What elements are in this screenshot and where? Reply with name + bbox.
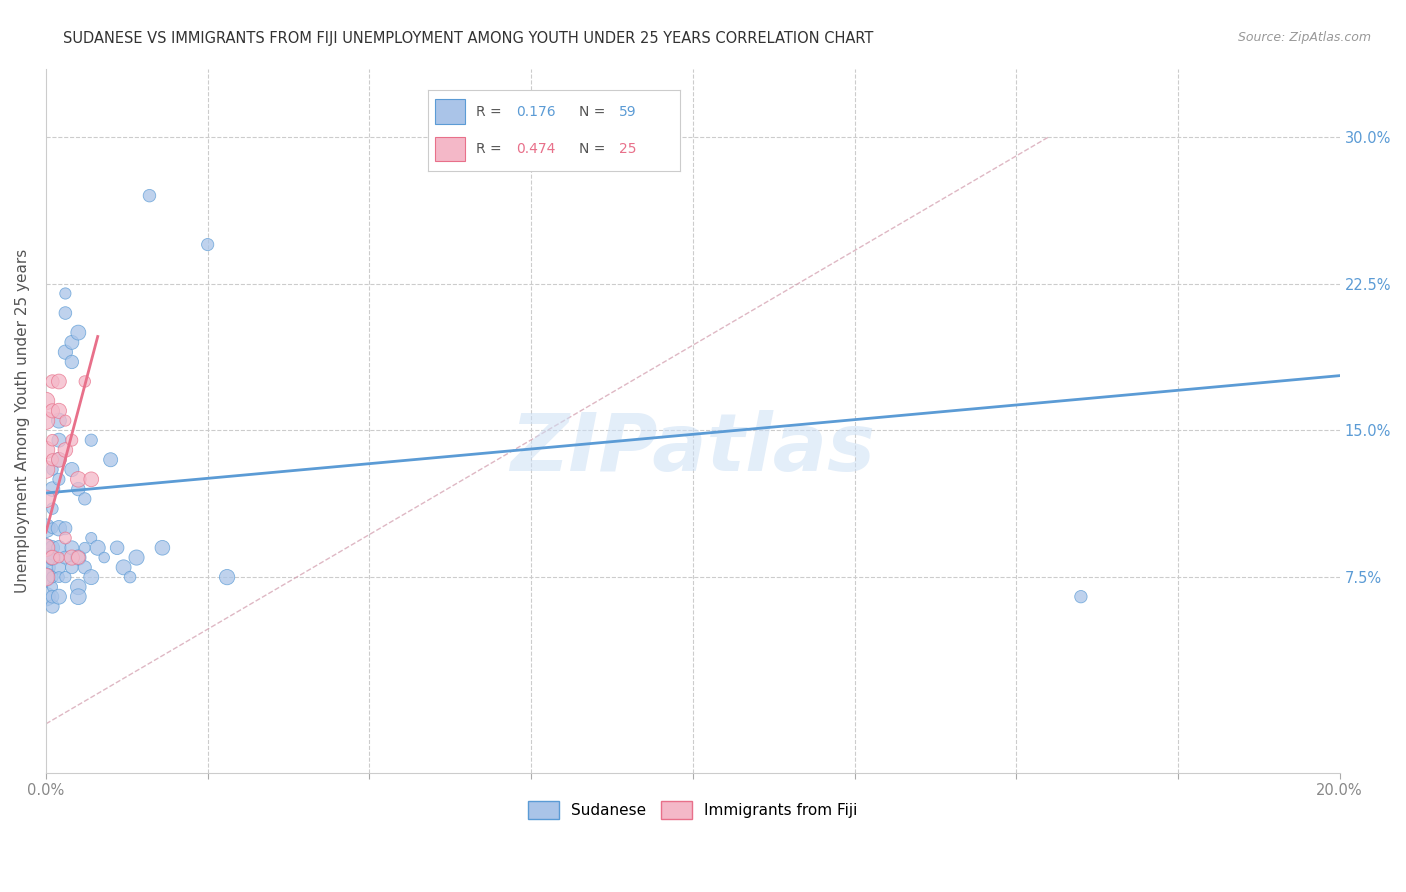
Point — [53, 306, 76, 320]
Text: ZIPatlas: ZIPatlas — [510, 409, 876, 488]
Point — [41, 433, 63, 447]
Point — [67, 472, 90, 486]
Text: Source: ZipAtlas.com: Source: ZipAtlas.com — [1237, 31, 1371, 45]
Point — [35, 560, 58, 574]
Point — [48, 560, 70, 574]
Point — [35, 541, 58, 555]
Point — [73, 560, 96, 574]
Point — [125, 550, 148, 565]
Point — [41, 452, 63, 467]
Point — [41, 580, 63, 594]
Point — [35, 541, 58, 555]
Point — [67, 550, 90, 565]
Point — [67, 580, 90, 594]
Point — [53, 531, 76, 545]
Y-axis label: Unemployment Among Youth under 25 years: Unemployment Among Youth under 25 years — [15, 249, 30, 593]
Point — [105, 541, 128, 555]
Point — [41, 550, 63, 565]
Point — [152, 541, 174, 555]
Point — [48, 414, 70, 428]
Point — [1070, 590, 1092, 604]
Point — [73, 491, 96, 506]
Point — [80, 472, 103, 486]
Point — [197, 237, 219, 252]
Point — [67, 590, 90, 604]
Point — [41, 482, 63, 496]
Point — [35, 521, 58, 535]
Point — [35, 442, 58, 457]
Point — [80, 433, 103, 447]
Point — [41, 599, 63, 614]
Point — [41, 550, 63, 565]
Point — [41, 590, 63, 604]
Point — [41, 501, 63, 516]
Point — [41, 541, 63, 555]
Point — [60, 541, 83, 555]
Point — [60, 355, 83, 369]
Point — [53, 550, 76, 565]
Point — [67, 550, 90, 565]
Point — [35, 590, 58, 604]
Point — [35, 570, 58, 584]
Point — [41, 521, 63, 535]
Point — [41, 404, 63, 418]
Point — [48, 375, 70, 389]
Point — [35, 462, 58, 476]
Point — [48, 472, 70, 486]
Point — [67, 326, 90, 340]
Point — [80, 570, 103, 584]
Legend: Sudanese, Immigrants from Fiji: Sudanese, Immigrants from Fiji — [522, 795, 863, 825]
Point — [41, 570, 63, 584]
Point — [100, 452, 122, 467]
Point — [48, 590, 70, 604]
Point — [48, 452, 70, 467]
Point — [60, 433, 83, 447]
Point — [48, 570, 70, 584]
Point — [53, 286, 76, 301]
Point — [35, 570, 58, 584]
Point — [217, 570, 239, 584]
Point — [120, 570, 142, 584]
Point — [87, 541, 110, 555]
Point — [60, 462, 83, 476]
Point — [35, 414, 58, 428]
Point — [41, 462, 63, 476]
Point — [48, 521, 70, 535]
Point — [35, 394, 58, 409]
Point — [93, 550, 115, 565]
Point — [53, 442, 76, 457]
Point — [138, 188, 160, 202]
Point — [53, 570, 76, 584]
Point — [60, 560, 83, 574]
Point — [73, 541, 96, 555]
Point — [60, 335, 83, 350]
Point — [48, 404, 70, 418]
Point — [67, 482, 90, 496]
Point — [35, 491, 58, 506]
Point — [48, 541, 70, 555]
Point — [53, 414, 76, 428]
Point — [35, 550, 58, 565]
Point — [73, 375, 96, 389]
Point — [53, 521, 76, 535]
Point — [41, 375, 63, 389]
Point — [48, 452, 70, 467]
Point — [48, 433, 70, 447]
Point — [48, 550, 70, 565]
Point — [112, 560, 135, 574]
Point — [53, 345, 76, 359]
Point — [60, 550, 83, 565]
Text: SUDANESE VS IMMIGRANTS FROM FIJI UNEMPLOYMENT AMONG YOUTH UNDER 25 YEARS CORRELA: SUDANESE VS IMMIGRANTS FROM FIJI UNEMPLO… — [63, 31, 873, 46]
Point — [80, 531, 103, 545]
